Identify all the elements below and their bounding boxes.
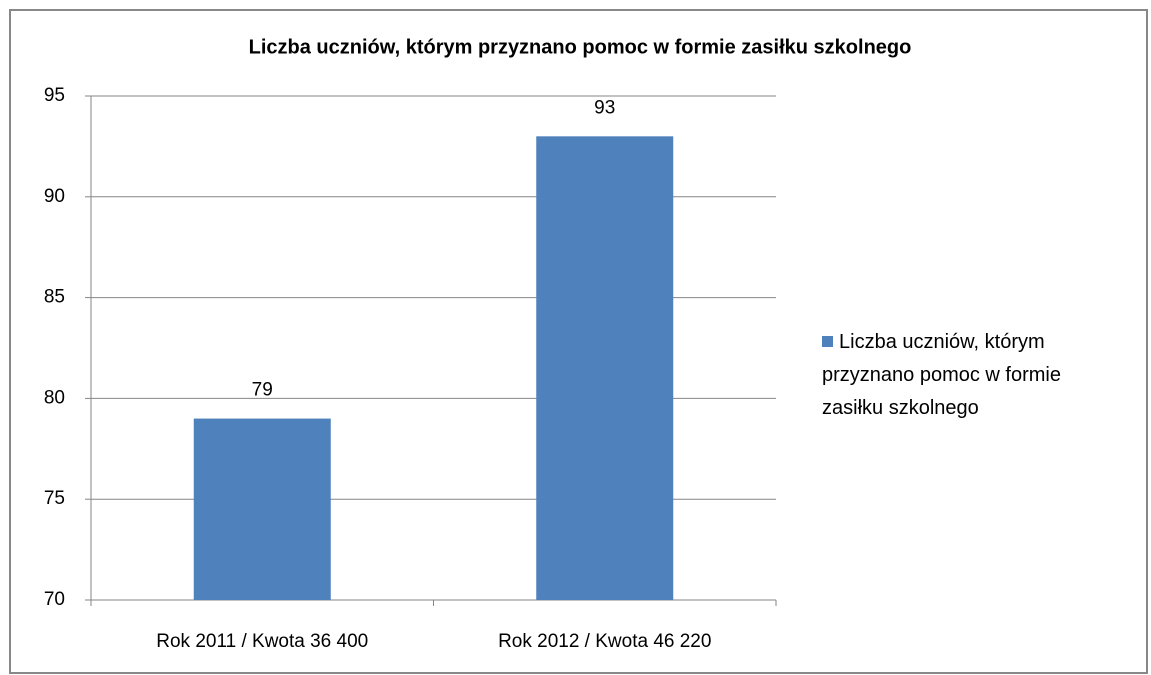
- legend-swatch: [822, 336, 833, 347]
- y-tick-label: 90: [44, 186, 65, 207]
- x-tick-label: Rok 2012 / Kwota 46 220: [498, 631, 711, 652]
- legend: Liczba uczniów, którym przyznano pomoc w…: [822, 326, 1112, 425]
- chart-title: Liczba uczniów, którym przyznano pomoc w…: [249, 36, 912, 58]
- data-label: 93: [594, 97, 615, 118]
- y-tick-label: 70: [44, 589, 65, 610]
- bar: [193, 418, 331, 600]
- y-tick-label: 85: [44, 287, 65, 308]
- bar: [536, 136, 674, 600]
- x-tick-label: Rok 2011 / Kwota 36 400: [156, 631, 368, 652]
- legend-label: Liczba uczniów, którym przyznano pomoc w…: [822, 331, 1061, 419]
- y-tick-label: 95: [44, 85, 65, 106]
- data-label: 79: [252, 380, 273, 401]
- y-tick-label: 80: [44, 387, 65, 408]
- y-tick-label: 75: [44, 488, 65, 509]
- chart-frame: [9, 9, 1148, 674]
